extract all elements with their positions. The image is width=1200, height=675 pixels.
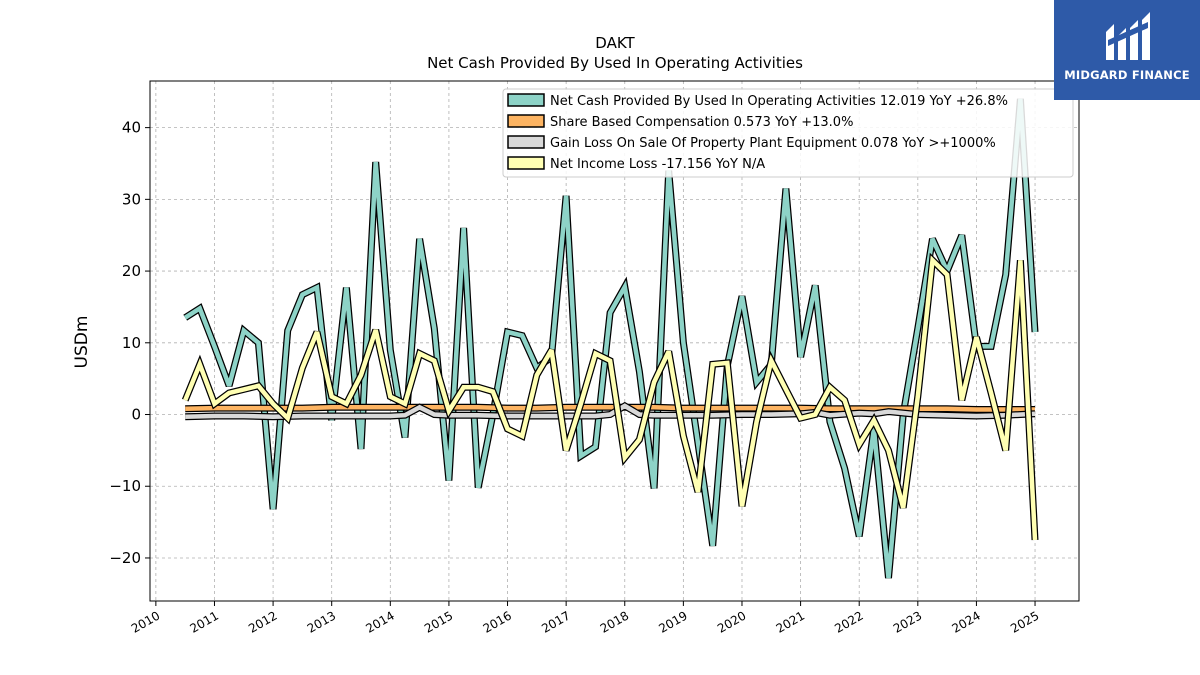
series-line [183, 255, 1038, 541]
x-tick-label: 2022 [832, 608, 865, 635]
series-lines [181, 98, 1039, 579]
x-tick-label: 2017 [539, 608, 572, 635]
legend-label: Net Income Loss -17.156 YoY N/A [550, 157, 765, 172]
y-axis-label: USDm [72, 316, 92, 369]
x-tick-label: 2014 [363, 608, 396, 635]
y-tick-label: 30 [122, 190, 141, 208]
legend-box [502, 88, 1074, 178]
x-tick-label: 2020 [715, 608, 748, 635]
y-tick-label: 20 [122, 262, 141, 280]
x-tick-label: 2018 [598, 608, 631, 635]
x-tick-label: 2015 [422, 608, 455, 635]
x-tick-label: 2013 [305, 608, 338, 635]
legend: Net Cash Provided By Used In Operating A… [502, 88, 1074, 178]
series-line [185, 405, 1035, 412]
legend-label: Gain Loss On Sale Of Property Plant Equi… [550, 136, 996, 151]
y-tick-label: −10 [109, 477, 141, 495]
x-tick-label: 2012 [246, 608, 279, 635]
plot-frame [149, 80, 1080, 602]
y-tick-label: −20 [109, 549, 141, 567]
legend-label: Net Cash Provided By Used In Operating A… [550, 94, 1008, 109]
x-tick-label: 2025 [1008, 608, 1041, 635]
x-tick-label: 2023 [891, 608, 924, 635]
x-tick-label: 2024 [949, 608, 982, 635]
x-tick-label: 2010 [129, 608, 162, 635]
y-tick-label: 0 [131, 406, 141, 424]
y-tick-label: 40 [122, 119, 141, 137]
x-tick-label: 2016 [481, 608, 514, 635]
y-tick-label: 10 [122, 334, 141, 352]
midgard-finance-logo: MIDGARD FINANCE [1054, 0, 1200, 100]
legend-swatch [507, 156, 545, 170]
chart-subtitle: Net Cash Provided By Used In Operating A… [427, 54, 803, 72]
legend-swatch [507, 135, 545, 149]
legend-swatch [507, 93, 545, 107]
series-1 [185, 403, 1035, 413]
legend-label: Share Based Compensation 0.573 YoY +13.0… [550, 115, 853, 130]
x-tick-label: 2019 [656, 608, 689, 635]
midgard-m-logo-icon [1106, 12, 1150, 60]
series-3 [181, 252, 1039, 541]
x-tick-label: 2011 [188, 608, 221, 635]
logo-brand-text: MIDGARD FINANCE [1064, 68, 1190, 82]
legend-swatch [507, 114, 545, 128]
chart-title: DAKT [595, 34, 635, 52]
x-tick-label: 2021 [774, 608, 807, 635]
